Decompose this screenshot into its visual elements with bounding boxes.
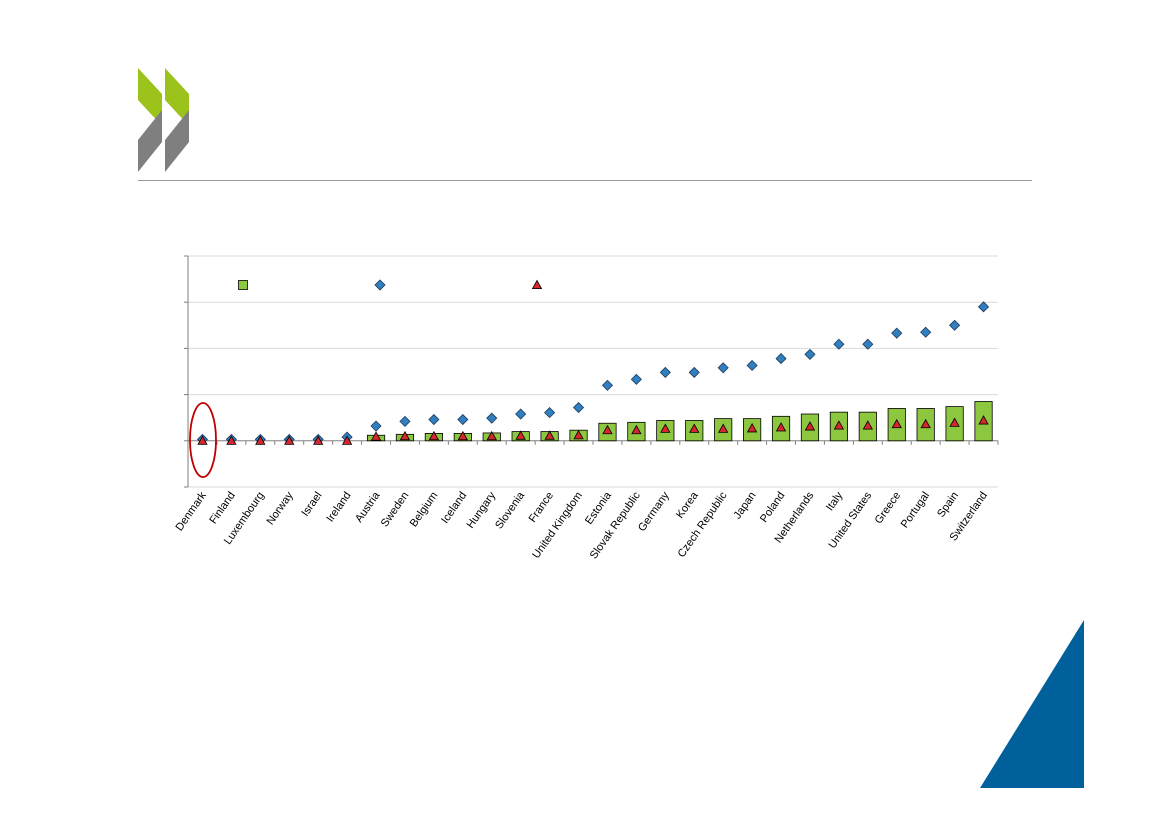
triangle-point bbox=[949, 417, 960, 427]
triangle-point bbox=[573, 429, 584, 440]
x-tick-label: Greece bbox=[873, 490, 904, 526]
triangle-point bbox=[631, 424, 642, 435]
x-tick-label: Japan bbox=[732, 490, 759, 521]
triangle-point bbox=[804, 421, 816, 431]
triangle-point bbox=[544, 430, 555, 440]
diamond-point bbox=[515, 408, 527, 420]
diamond-point bbox=[862, 338, 874, 350]
triangle-point bbox=[891, 418, 902, 429]
diamond-point bbox=[977, 301, 990, 313]
x-tick-label: Estonia bbox=[583, 489, 614, 527]
x-tick-label: Austria bbox=[353, 489, 383, 525]
chart-legend bbox=[238, 279, 543, 291]
x-tick-label: Portugal bbox=[899, 490, 932, 530]
triangle-point bbox=[226, 435, 237, 445]
oecd-logo-icon bbox=[138, 68, 189, 172]
diamond-point bbox=[370, 420, 382, 432]
x-tick-label: France bbox=[527, 490, 556, 525]
diamond-point bbox=[688, 366, 700, 378]
x-tick-label: Norway bbox=[264, 489, 296, 527]
triangle-point bbox=[717, 423, 729, 433]
triangle-point bbox=[689, 423, 700, 433]
diamond-point bbox=[544, 407, 556, 419]
chart-gridlines bbox=[188, 255, 998, 488]
x-tick-label: Italy bbox=[824, 489, 846, 513]
diamond-point bbox=[659, 366, 671, 378]
diamond-point bbox=[717, 362, 729, 374]
triangle-point bbox=[341, 435, 353, 445]
triangle-point bbox=[486, 430, 497, 441]
x-tick-label: Denmark bbox=[173, 489, 209, 533]
x-tick-label: Ireland bbox=[324, 490, 353, 524]
triangle-point bbox=[515, 430, 526, 440]
logo-chevron-green-right bbox=[165, 68, 189, 126]
logo-chevron-green-left bbox=[138, 68, 162, 126]
triangle-point bbox=[920, 418, 931, 429]
legend-key-bar bbox=[238, 280, 248, 290]
triangle-point bbox=[312, 435, 324, 445]
triangle-point bbox=[457, 430, 469, 441]
diamond-point bbox=[920, 326, 932, 338]
x-tick-label: Iceland bbox=[439, 490, 469, 526]
triangle-point bbox=[978, 415, 989, 425]
triangle-point bbox=[746, 423, 758, 433]
diamond-point bbox=[775, 352, 787, 365]
diamond-point bbox=[399, 415, 411, 427]
triangle-point bbox=[833, 420, 845, 430]
triangle-point bbox=[775, 422, 787, 432]
logo-chevron-gray-left bbox=[138, 110, 162, 172]
diamond-point bbox=[949, 319, 961, 331]
x-tick-label: Sweden bbox=[379, 490, 412, 529]
triangle-point bbox=[660, 423, 671, 433]
triangle-point bbox=[255, 435, 266, 445]
triangle-point bbox=[862, 420, 874, 430]
corner-triangle-decoration bbox=[980, 620, 1084, 788]
x-tick-label: Israel bbox=[299, 490, 324, 519]
chart-axes bbox=[184, 255, 999, 488]
triangle-point bbox=[284, 435, 295, 445]
diamond-point bbox=[486, 412, 498, 424]
diamond-point bbox=[457, 413, 469, 426]
header-divider bbox=[138, 180, 1032, 181]
triangle-point bbox=[197, 435, 208, 445]
x-tick-label: Finland bbox=[207, 490, 238, 526]
x-tick-label: Spain bbox=[935, 490, 961, 520]
denmark-highlight-ring bbox=[189, 402, 217, 478]
logo-chevron-gray-right bbox=[165, 110, 189, 172]
triangle-point bbox=[399, 430, 411, 441]
triangle-point bbox=[370, 431, 382, 441]
diamond-point bbox=[746, 359, 758, 372]
triangle-point bbox=[602, 424, 613, 435]
x-tick-label: Slovenia bbox=[493, 489, 528, 531]
diamond-point bbox=[572, 401, 585, 414]
legend-key-diamond bbox=[374, 279, 386, 291]
diamond-point bbox=[601, 379, 614, 391]
x-tick-label: Korea bbox=[674, 489, 701, 521]
x-tick-label: Belgium bbox=[408, 490, 441, 529]
corner-triangle bbox=[980, 620, 1084, 788]
diamond-point bbox=[804, 348, 816, 360]
legend-key-triangle bbox=[531, 279, 543, 290]
triangle-point bbox=[428, 430, 440, 441]
bar-series bbox=[366, 401, 993, 442]
diamond-point bbox=[428, 413, 440, 426]
triangle-series bbox=[197, 415, 989, 445]
x-tick-label: Poland bbox=[758, 490, 787, 525]
diamond-point bbox=[630, 373, 642, 385]
diamond-point bbox=[833, 338, 845, 350]
diamond-point bbox=[891, 327, 903, 339]
